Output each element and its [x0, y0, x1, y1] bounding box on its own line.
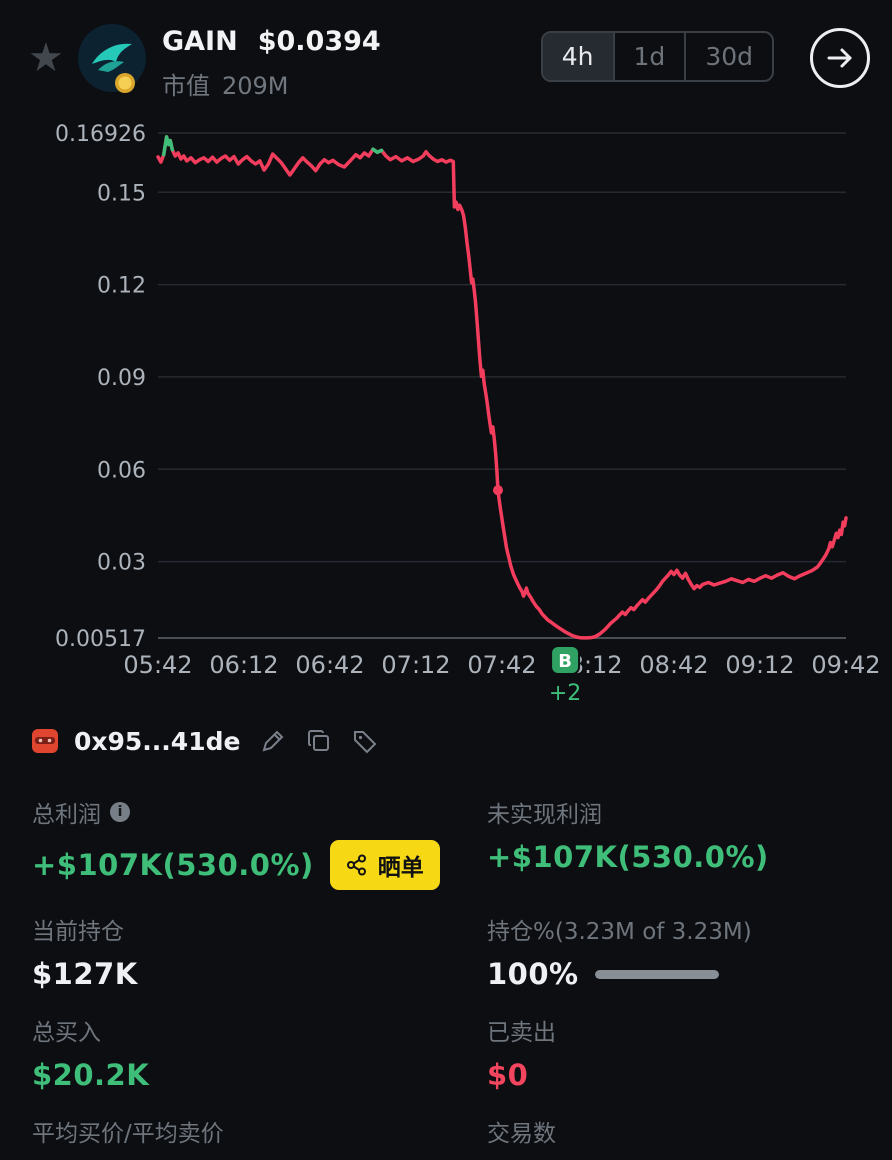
svg-text:09:12: 09:12 [725, 651, 794, 679]
favorite-star-icon[interactable]: ★ [28, 35, 64, 81]
unrealized-label: 未实现利润 [487, 802, 602, 828]
svg-text:0.06: 0.06 [97, 458, 146, 483]
svg-text:05:42: 05:42 [123, 651, 192, 679]
total-profit-label: 总利润 [32, 802, 101, 828]
sold-value: $0 [487, 1058, 529, 1092]
tag-icon[interactable] [352, 728, 378, 754]
svg-text:0.03: 0.03 [97, 551, 146, 576]
svg-text:07:12: 07:12 [381, 651, 450, 679]
medal-badge-icon [115, 73, 135, 93]
wallet-address[interactable]: 0x95...41de [74, 726, 241, 756]
info-icon[interactable]: i [110, 802, 130, 822]
svg-text:0.15: 0.15 [97, 181, 146, 206]
header: ★ GAIN $0.0394 市值 209M 4h 1d 30d [0, 0, 892, 105]
mcap-label: 市值 [162, 72, 210, 100]
tab-1d[interactable]: 1d [612, 33, 685, 80]
token-price: $0.0394 [257, 26, 381, 57]
unrealized-value: +$107K(530.0%) [487, 840, 769, 874]
bought-cell: 总买入 $20.2K [32, 1013, 487, 1092]
token-symbol: GAIN [162, 26, 238, 57]
avg-price-label: 平均买价/平均卖价 [32, 1121, 224, 1147]
svg-text:0.00517: 0.00517 [55, 627, 146, 652]
total-profit-value: +$107K(530.0%) [32, 848, 314, 882]
share-trade-button[interactable]: 晒单 [329, 840, 440, 890]
token-title-block: GAIN $0.0394 市值 209M [162, 26, 381, 101]
svg-text:0.12: 0.12 [97, 274, 146, 299]
svg-text:06:42: 06:42 [295, 651, 364, 679]
position-value: $127K [32, 957, 138, 991]
position-pct-cell: 持仓%(3.23M of 3.23M) 100% [487, 912, 860, 991]
svg-text:+2: +2 [549, 681, 581, 705]
tab-4h[interactable]: 4h [542, 33, 613, 80]
mcap-value: 209M [222, 72, 289, 100]
position-progress-bar [594, 969, 719, 979]
position-label: 当前持仓 [32, 919, 124, 945]
bought-label: 总买入 [32, 1020, 101, 1046]
wallet-avatar-icon [32, 729, 58, 753]
tab-30d[interactable]: 30d [684, 33, 772, 80]
svg-text:09:42: 09:42 [811, 651, 880, 679]
stats-grid: 总利润 i +$107K(530.0%) 晒单 未实现利润 +$107K(530… [0, 795, 892, 1160]
arrow-right-icon [827, 48, 852, 68]
wallet-row: 0x95...41de [0, 721, 892, 761]
edit-icon[interactable] [260, 728, 286, 754]
timeframe-tabs: 4h 1d 30d [540, 31, 774, 82]
total-profit-cell: 总利润 i +$107K(530.0%) 晒单 [32, 795, 487, 890]
svg-text:07:42: 07:42 [467, 651, 536, 679]
share-icon [346, 854, 366, 876]
svg-text:0.09: 0.09 [97, 366, 146, 391]
position-pct-value: 100% [487, 957, 579, 991]
avg-price-cell: 平均买价/平均卖价 $0.00625/-- [32, 1114, 487, 1160]
position-progress-fill [594, 969, 719, 979]
sold-label: 已卖出 [487, 1020, 556, 1046]
tx-count-cell: 交易数 2/0 [487, 1114, 860, 1160]
tx-count-label: 交易数 [487, 1121, 556, 1147]
unrealized-profit-cell: 未实现利润 +$107K(530.0%) [487, 795, 860, 890]
svg-text:08:42: 08:42 [639, 651, 708, 679]
next-arrow-button[interactable] [810, 28, 870, 88]
position-pct-label: 持仓%(3.23M of 3.23M) [487, 919, 752, 945]
copy-icon[interactable] [306, 728, 332, 754]
bought-value: $20.2K [32, 1058, 150, 1092]
svg-text:0.16926: 0.16926 [55, 122, 146, 147]
sold-cell: 已卖出 $0 [487, 1013, 860, 1092]
svg-text:06:12: 06:12 [209, 651, 278, 679]
position-cell: 当前持仓 $127K [32, 912, 487, 991]
token-logo [78, 24, 146, 93]
svg-text:B: B [558, 651, 572, 672]
